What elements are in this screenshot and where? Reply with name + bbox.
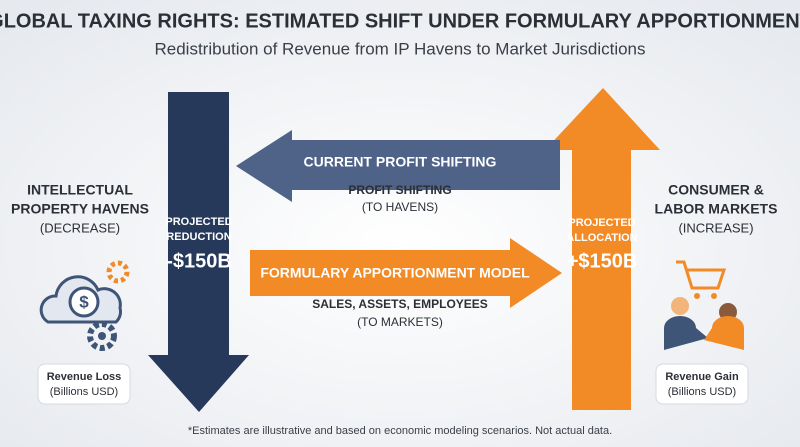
svg-text:$: $ [79,292,89,311]
badge-unit: (Billions USD) [50,386,118,398]
badge [37,363,131,405]
badge-unit: (Billions USD) [668,386,736,398]
decrease-arrow [148,92,249,412]
flow-caption: (TO HAVENS) [362,200,438,214]
region-label: INTELLECTUAL [27,182,133,198]
badge [655,363,749,405]
flow-label: FORMULARY APPORTIONMENT MODEL [260,265,530,281]
region-label: CONSUMER & [668,182,764,198]
region-change: (DECREASE) [40,220,120,235]
increase-arrow [545,88,660,410]
badge-title: Revenue Loss [47,371,122,383]
flow-label: CURRENT PROFIT SHIFTING [304,154,497,170]
flow-caption: SALES, ASSETS, EMPLOYEES [312,297,488,311]
footnote: *Estimates are illustrative and based on… [188,425,612,437]
current-flow-arrow [236,130,560,202]
arrow-caption: REDUCTION [166,231,231,243]
region-label: PROPERTY HAVENS [11,201,149,217]
flow-caption: PROFIT SHIFTING [348,183,451,197]
arrow-caption: ALLOCATION [566,232,637,244]
flow-caption: (TO MARKETS) [357,315,443,329]
apportionment-flow-arrow [250,238,562,308]
region-change: (INCREASE) [678,220,753,235]
arrow-caption: PROJECTED [165,216,232,228]
arrow-caption: PROJECTED [568,217,635,229]
amount: +$150B [567,250,638,272]
market-icon [664,260,744,350]
amount: -$150B [166,250,232,272]
badge-title: Revenue Gain [665,371,739,383]
title: GLOBAL TAXING RIGHTS: ESTIMATED SHIFT UN… [0,10,800,32]
haven-icon: $ [39,260,130,351]
region-label: LABOR MARKETS [655,201,778,217]
subtitle: Redistribution of Revenue from IP Havens… [154,39,645,58]
